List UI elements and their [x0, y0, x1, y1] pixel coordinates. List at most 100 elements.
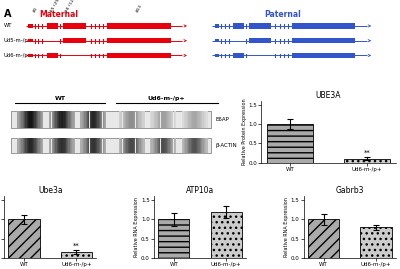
Bar: [99, 138, 100, 153]
Bar: [92, 111, 93, 128]
Bar: [214, 39, 219, 43]
Bar: [202, 111, 204, 128]
Bar: [201, 111, 202, 128]
Bar: [80, 111, 82, 128]
Bar: [47, 23, 58, 29]
Bar: [142, 138, 143, 153]
Bar: [198, 138, 200, 153]
Bar: [182, 138, 183, 153]
Bar: [18, 138, 19, 153]
Bar: [128, 138, 129, 153]
Bar: [158, 111, 159, 128]
Bar: [166, 138, 167, 153]
Bar: [87, 111, 88, 128]
Text: #13: #13: [135, 3, 143, 13]
Bar: [30, 111, 32, 128]
Bar: [96, 138, 97, 153]
Text: WT: WT: [4, 23, 12, 29]
Bar: [36, 138, 37, 153]
Bar: [33, 138, 34, 153]
Bar: [166, 111, 167, 128]
Bar: [99, 111, 100, 128]
Bar: [140, 111, 141, 128]
Bar: [61, 111, 62, 128]
Title: Ube3a: Ube3a: [38, 186, 62, 196]
Bar: [120, 111, 121, 128]
Bar: [34, 111, 36, 128]
Bar: [64, 111, 66, 128]
Bar: [194, 111, 196, 128]
Text: **: **: [364, 149, 370, 155]
Bar: [126, 138, 128, 153]
Bar: [62, 138, 63, 153]
Bar: [191, 111, 192, 128]
Bar: [292, 23, 355, 29]
Bar: [37, 138, 38, 153]
Bar: [122, 138, 124, 153]
Bar: [344, 159, 390, 163]
Bar: [53, 138, 54, 153]
Bar: [19, 111, 20, 128]
Bar: [56, 138, 57, 153]
Bar: [192, 138, 193, 153]
Bar: [101, 138, 102, 153]
Bar: [200, 111, 201, 128]
Bar: [11, 111, 211, 128]
Bar: [143, 138, 144, 153]
Bar: [189, 111, 191, 128]
Bar: [95, 111, 96, 128]
Bar: [87, 138, 88, 153]
Bar: [160, 111, 162, 128]
Bar: [102, 138, 104, 153]
Bar: [175, 138, 176, 153]
Bar: [28, 138, 29, 153]
Bar: [133, 138, 134, 153]
Bar: [132, 111, 133, 128]
Bar: [52, 138, 53, 153]
Bar: [206, 138, 208, 153]
Bar: [198, 111, 200, 128]
Bar: [210, 212, 242, 258]
Bar: [74, 111, 75, 128]
Bar: [58, 138, 59, 153]
Bar: [61, 138, 62, 153]
Bar: [187, 138, 188, 153]
Text: Maternal: Maternal: [39, 10, 78, 19]
Bar: [54, 111, 55, 128]
Bar: [41, 111, 42, 128]
Title: ATP10a: ATP10a: [186, 186, 214, 196]
Bar: [102, 111, 104, 128]
Bar: [172, 138, 174, 153]
Bar: [159, 111, 160, 128]
Bar: [24, 138, 25, 153]
Bar: [201, 138, 202, 153]
Bar: [29, 111, 30, 128]
Bar: [28, 39, 34, 43]
Bar: [164, 138, 166, 153]
Bar: [360, 227, 392, 258]
Bar: [126, 111, 128, 128]
Bar: [70, 111, 71, 128]
Bar: [71, 138, 72, 153]
Bar: [42, 111, 44, 128]
Bar: [158, 220, 190, 258]
Bar: [37, 111, 38, 128]
Bar: [150, 138, 151, 153]
Bar: [33, 111, 34, 128]
Bar: [204, 138, 205, 153]
Bar: [119, 138, 120, 153]
Bar: [61, 252, 92, 258]
Bar: [58, 111, 59, 128]
Title: Gabrb3: Gabrb3: [336, 186, 364, 196]
Bar: [50, 111, 52, 128]
Bar: [186, 138, 187, 153]
Bar: [68, 111, 70, 128]
Bar: [167, 138, 168, 153]
Bar: [40, 138, 41, 153]
Bar: [57, 138, 58, 153]
Text: #1: #1: [32, 6, 39, 13]
Bar: [90, 111, 91, 128]
Bar: [105, 111, 106, 128]
Bar: [133, 111, 134, 128]
Text: Paternal: Paternal: [264, 10, 301, 19]
